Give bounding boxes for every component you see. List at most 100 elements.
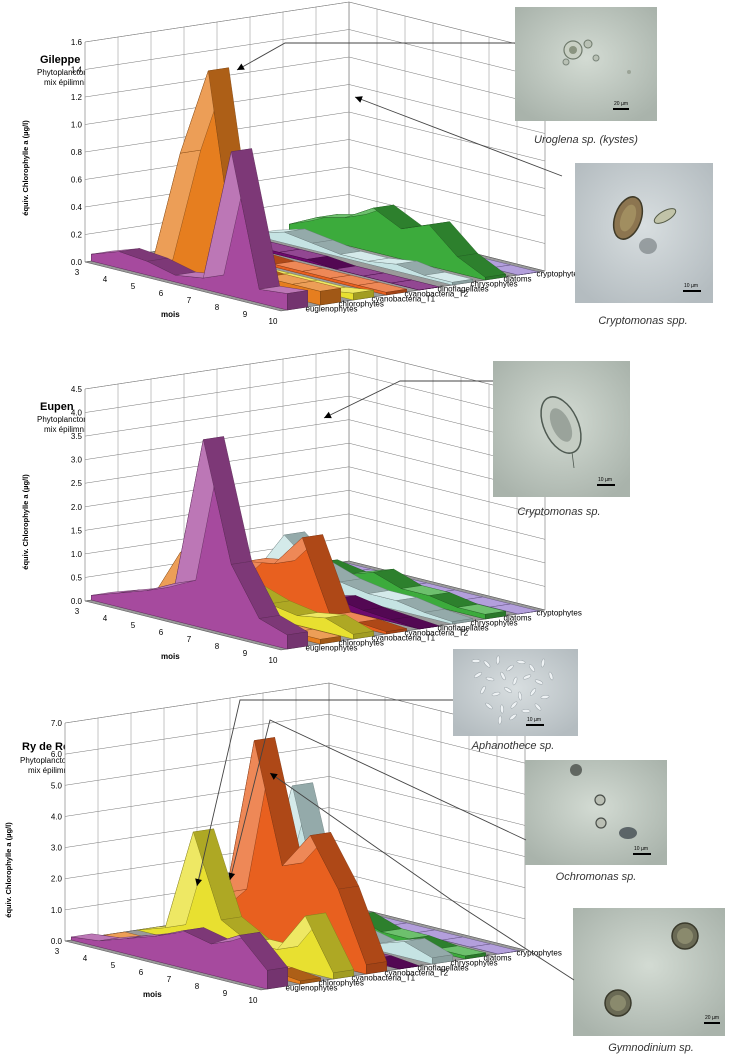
scale-bar-label: 10 µm [598, 477, 612, 483]
micrograph-image [453, 649, 578, 736]
scale-bar [597, 484, 615, 486]
x-tick-label: 8 [215, 303, 220, 312]
series-label: cyanobacteria_T2 [405, 629, 469, 638]
chart-subtitle-line-1: Phytoplancton 2006 [37, 68, 108, 77]
y-tick-label: 4.0 [51, 812, 63, 821]
scale-bar-label: 10 µm [527, 717, 541, 723]
series-label: cryptophytes [537, 609, 582, 618]
pointer-line [236, 42, 515, 71]
aphanothece-cell [516, 660, 526, 664]
y-tick-label: 5.0 [51, 781, 63, 790]
y-tick-label: 2.0 [71, 503, 83, 512]
series-label: chrysophytes [471, 619, 518, 628]
x-tick-label: 3 [55, 947, 60, 956]
chart-subtitle-line-1: Phytoplancton 2006 [37, 415, 108, 424]
x-tick-label: 4 [103, 614, 108, 623]
ribbon-end [518, 271, 539, 276]
photo-ochromonas: 10 µm Ochromonas sp. [525, 760, 667, 883]
aphanothece-cell [534, 703, 542, 711]
series-label: diatoms [484, 954, 512, 963]
x-tick-label: 3 [75, 268, 80, 277]
pointer-line [229, 719, 527, 881]
series-label: cryptophytes [537, 270, 582, 279]
series-label: euglenophytes [306, 305, 358, 314]
aphanothece-cell [512, 676, 518, 686]
aphanothece-cell [510, 701, 518, 709]
y-tick-label: 3.0 [71, 456, 83, 465]
x-tick-label: 6 [159, 289, 164, 298]
x-tick-label: 7 [167, 975, 172, 984]
aphanothece-cell [529, 664, 535, 672]
y-tick-label: 0.0 [71, 597, 83, 606]
series-label: cyanobacteria_T1 [372, 634, 436, 643]
photo-caption: Cryptomonas spp. [598, 315, 687, 327]
photo-caption: Ochromonas sp. [556, 871, 637, 883]
y-tick-label: 1.2 [71, 93, 83, 102]
micrograph-image [525, 760, 667, 865]
x-tick-label: 9 [223, 989, 228, 998]
series-label: chrysophytes [471, 280, 518, 289]
aphanothece-cell [485, 702, 493, 710]
ribbon-end [267, 967, 288, 990]
x-tick-label: 10 [269, 656, 278, 665]
pointer-lines [195, 42, 575, 981]
y-tick-label: 0.6 [71, 176, 83, 185]
ribbon-end [485, 273, 506, 281]
series-ribbons [91, 436, 539, 650]
ochromonas-cells [570, 764, 637, 839]
series-cyanobacteria_T1 [256, 228, 473, 286]
ribbon-end [452, 278, 473, 286]
series-ribbons [91, 67, 539, 311]
photo-caption: Gymnodinium sp. [608, 1042, 694, 1054]
photo-gymnodinium: 20 µm Gymnodinium sp. [573, 908, 725, 1054]
chart-subtitle-line-1: Phytoplancton 2006 [20, 756, 91, 765]
ribbon-end [498, 950, 519, 955]
x-tick-label: 4 [103, 275, 108, 284]
pointer-arrowhead [324, 411, 332, 419]
aphanothece-colony [471, 655, 554, 725]
aphanothece-cell [498, 715, 502, 725]
aphanothece-cell [521, 709, 531, 713]
ribbon-end [333, 969, 354, 980]
aphanothece-cell [471, 659, 481, 663]
series-label: chlorophytes [319, 979, 364, 988]
scale-bar-label: 20 µm [614, 101, 628, 107]
series-label: cryptophytes [517, 949, 562, 958]
ribbon-end [399, 965, 420, 970]
ribbon-end [419, 625, 440, 630]
y-tick-label: 7.0 [51, 719, 63, 728]
scale-bar [683, 290, 701, 292]
x-tick-label: 6 [159, 628, 164, 637]
x-tick-label: 8 [195, 982, 200, 991]
series-label: chlorophytes [339, 300, 384, 309]
series-chlorophytes [289, 204, 507, 281]
aphanothece-cell [540, 695, 550, 699]
series-label: chlorophytes [339, 639, 384, 648]
aphanothece-cell [522, 674, 532, 680]
y-tick-label: 1.5 [71, 526, 83, 535]
y-tick-label: 1.6 [71, 38, 83, 47]
aphanothece-cell [496, 655, 500, 665]
y-tick-label: 1.0 [71, 550, 83, 559]
aphanothece-cell [548, 671, 554, 681]
x-tick-label: 5 [131, 282, 136, 291]
x-axis-label: mois [161, 310, 180, 319]
series-cryptophytes [91, 148, 308, 311]
aphanothece-cell [540, 658, 546, 668]
x-tick-label: 5 [111, 961, 116, 970]
scale-bar [613, 108, 629, 110]
x-tick-label: 9 [243, 649, 248, 658]
photo-uroglena: 20 µm Uroglena sp. (kystes) [515, 7, 657, 146]
chart-ry-de-rome: Ry de Rome Phytoplancton 2006 mix épilim… [4, 682, 562, 1005]
aphanothece-cell [480, 685, 486, 695]
y-axis-label: équiv. Chlorophylle a (µg/l) [4, 822, 13, 918]
pointer-arrowhead [195, 878, 202, 886]
x-axis-label: mois [143, 990, 162, 999]
x-axis-label: mois [161, 652, 180, 661]
aphanothece-cell [534, 679, 544, 685]
series-label: diatoms [504, 275, 532, 284]
ribbon-end [366, 961, 387, 975]
gymnodinium-cells [604, 922, 699, 1017]
ribbon-end [320, 287, 341, 306]
